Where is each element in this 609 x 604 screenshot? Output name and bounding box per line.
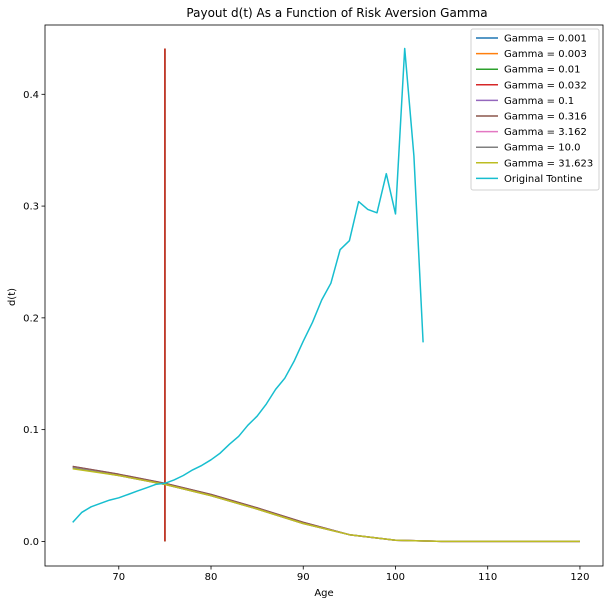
legend-entry: Gamma = 0.01 (504, 65, 581, 76)
series-layer (72, 47, 580, 543)
legend-entry: Gamma = 10.0 (504, 143, 581, 154)
x-tick-label: 90 (297, 572, 310, 583)
legend-entry: Gamma = 0.316 (504, 112, 587, 123)
legend-box (470, 28, 600, 191)
series-line-4 (72, 465, 580, 543)
y-axis-label: d(t) (7, 288, 18, 306)
plot-frame (44, 24, 604, 567)
x-axis: 70 80 90 100 110 120 (112, 566, 589, 583)
legend-entry: Gamma = 0.032 (504, 80, 587, 91)
x-tick-label: 70 (112, 572, 125, 583)
x-tick-label: 120 (570, 572, 589, 583)
y-tick-label: 0.3 (23, 202, 39, 213)
y-tick-label: 0.4 (23, 90, 39, 101)
legend-entry: Gamma = 3.162 (504, 127, 587, 138)
series-line-7 (72, 466, 580, 543)
y-tick-label: 0.2 (23, 313, 39, 324)
series-line-5 (72, 465, 580, 543)
legend-entry: Gamma = 0.003 (504, 49, 587, 60)
series-line-9 (72, 47, 424, 523)
y-axis: 0.0 0.1 0.2 0.3 0.4 (23, 90, 45, 548)
legend: Gamma = 0.001 Gamma = 0.003 Gamma = 0.01 Ga… (470, 28, 600, 191)
x-tick-label: 110 (478, 572, 497, 583)
x-tick-label: 80 (205, 572, 218, 583)
series-line-6 (72, 466, 580, 543)
chart-title: Payout d(t) As a Function of Risk Aversi… (186, 6, 487, 20)
x-tick-label: 100 (386, 572, 405, 583)
x-axis-label: Age (314, 588, 333, 599)
legend-entry: Gamma = 0.1 (504, 96, 574, 107)
y-tick-label: 0.0 (23, 537, 39, 548)
legend-entry: Gamma = 0.001 (504, 34, 587, 45)
legend-entry: Gamma = 31.623 (504, 158, 593, 169)
legend-entry: Original Tontine (504, 174, 582, 185)
y-tick-label: 0.1 (23, 425, 39, 436)
series-line-8 (72, 468, 580, 543)
